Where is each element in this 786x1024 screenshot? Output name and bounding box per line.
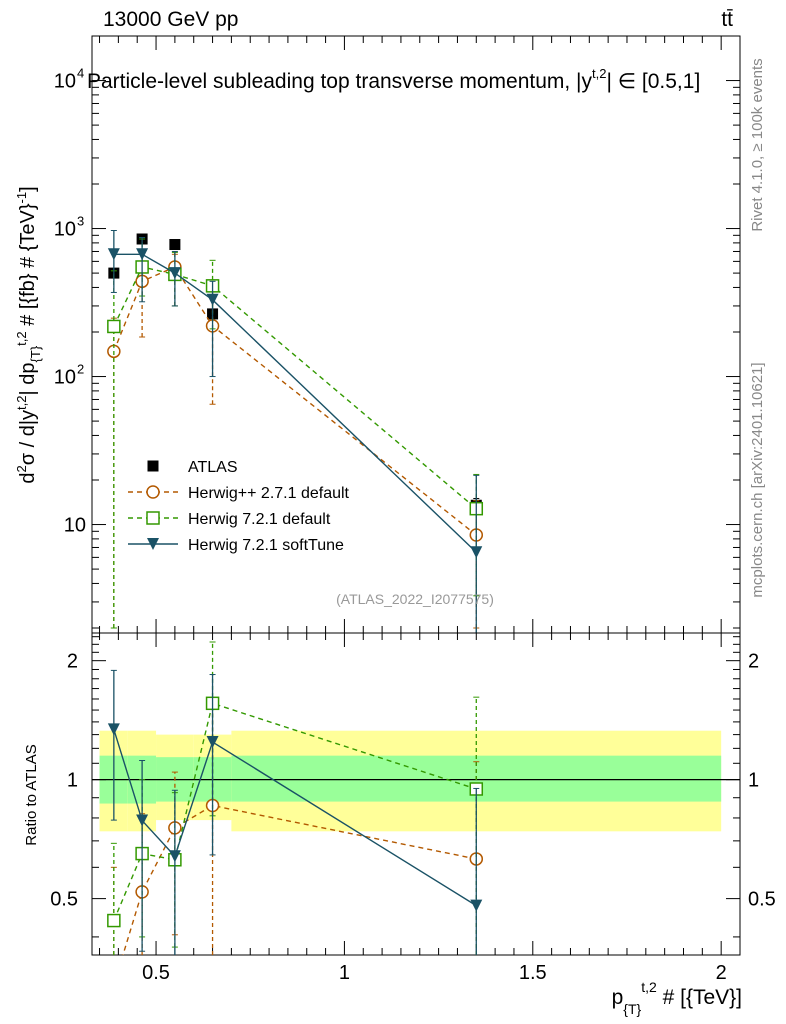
marker-softtune bbox=[107, 248, 120, 261]
legend-entry: Herwig 7.2.1 default bbox=[128, 511, 331, 528]
x-tick-label: 2 bbox=[716, 962, 727, 984]
y-tick-label-main-exponent: 3 bbox=[77, 214, 84, 229]
marker-softtune bbox=[136, 814, 149, 827]
rivet-label: Rivet 4.1.0, ≥ 100k events bbox=[749, 58, 766, 231]
y-tick-label-ratio-right: 1 bbox=[748, 770, 759, 792]
series-herwig-7-2-1-softtune bbox=[107, 230, 483, 633]
y-tick-label-main-exponent: 4 bbox=[77, 66, 84, 81]
marker-softtune bbox=[206, 293, 219, 306]
x-tick-label: 1.5 bbox=[519, 962, 547, 984]
y-axis-label-ratio: Ratio to ATLAS bbox=[23, 744, 40, 845]
marker-softtune bbox=[136, 248, 149, 261]
legend-entry: Herwig++ 2.7.1 default bbox=[128, 485, 350, 502]
marker-softtune bbox=[107, 723, 120, 736]
marker-softtune bbox=[470, 546, 483, 559]
y-tick-label-ratio: 0.5 bbox=[50, 889, 78, 911]
x-axis-label: p{T}t,2 # [{TeV}] bbox=[612, 979, 742, 1017]
marker-herwig721 bbox=[107, 319, 121, 334]
legend-entry: Herwig 7.2.1 softTune bbox=[128, 537, 344, 554]
legend-entry: ATLAS bbox=[147, 459, 238, 476]
series-herwig-7-2-1-softtune bbox=[107, 669, 483, 955]
ratio-plot-panel: 0.5 0.5 1 1 2 2 0.5 1 1.5 2 bbox=[50, 632, 776, 984]
x-tick-label: 0.5 bbox=[142, 962, 170, 984]
y-tick-label-ratio: 1 bbox=[67, 770, 78, 792]
marker-softtune bbox=[168, 267, 181, 280]
mcplots-label: mcplots.cern.ch [arXiv:2401.10621] bbox=[749, 362, 766, 597]
series-herwig-2-7-1-default bbox=[107, 253, 484, 629]
y-axis-label-main: d2σ / d|yt,2| dp{T}t,2 # [{fb} # {TeV}-1… bbox=[14, 186, 43, 483]
y-tick-label-main: 10 bbox=[54, 367, 76, 389]
marker-softtune bbox=[206, 736, 219, 749]
analysis-label: (ATLAS_2022_I2077575) bbox=[336, 591, 494, 607]
series-herwig-7-2-1-default bbox=[107, 238, 484, 629]
process-label: tt̄ bbox=[721, 8, 733, 31]
series-line bbox=[113, 266, 477, 510]
legend-label: Herwig 7.2.1 default bbox=[188, 511, 331, 528]
energy-label: 13000 GeV pp bbox=[103, 8, 238, 31]
legend-label: Herwig++ 2.7.1 default bbox=[188, 485, 350, 502]
series-line bbox=[113, 702, 477, 921]
ratio-frame bbox=[91, 632, 741, 956]
y-tick-label-main-exponent: 2 bbox=[77, 362, 84, 377]
marker-atlas bbox=[169, 239, 181, 251]
x-tick-label: 1 bbox=[339, 962, 350, 984]
y-tick-label-ratio: 2 bbox=[67, 651, 78, 673]
legend-label: ATLAS bbox=[188, 459, 238, 476]
marker-softtune bbox=[168, 850, 181, 863]
marker-softtune bbox=[470, 899, 483, 912]
series-line bbox=[122, 804, 477, 955]
marker-herwigpp bbox=[146, 485, 160, 499]
y-tick-label-ratio-right: 0.5 bbox=[748, 889, 776, 911]
y-tick-label-main: 10 bbox=[54, 71, 76, 93]
marker-herwig721 bbox=[146, 511, 160, 525]
marker-herwig721 bbox=[107, 913, 121, 928]
y-tick-label-ratio-right: 2 bbox=[748, 651, 759, 673]
marker-softtune bbox=[147, 538, 159, 550]
plot-title: Particle-level subleading top transverse… bbox=[87, 66, 700, 93]
y-tick-label-main: 10 bbox=[54, 219, 76, 241]
marker-atlas bbox=[147, 460, 159, 472]
series-line bbox=[113, 253, 477, 553]
series-atlas bbox=[108, 233, 482, 514]
y-tick-label-main: 10 bbox=[64, 515, 86, 537]
legend-label: Herwig 7.2.1 softTune bbox=[188, 537, 344, 554]
legend: ATLAS Herwig++ 2.7.1 default Herwig 7.2.1 … bbox=[128, 459, 350, 554]
